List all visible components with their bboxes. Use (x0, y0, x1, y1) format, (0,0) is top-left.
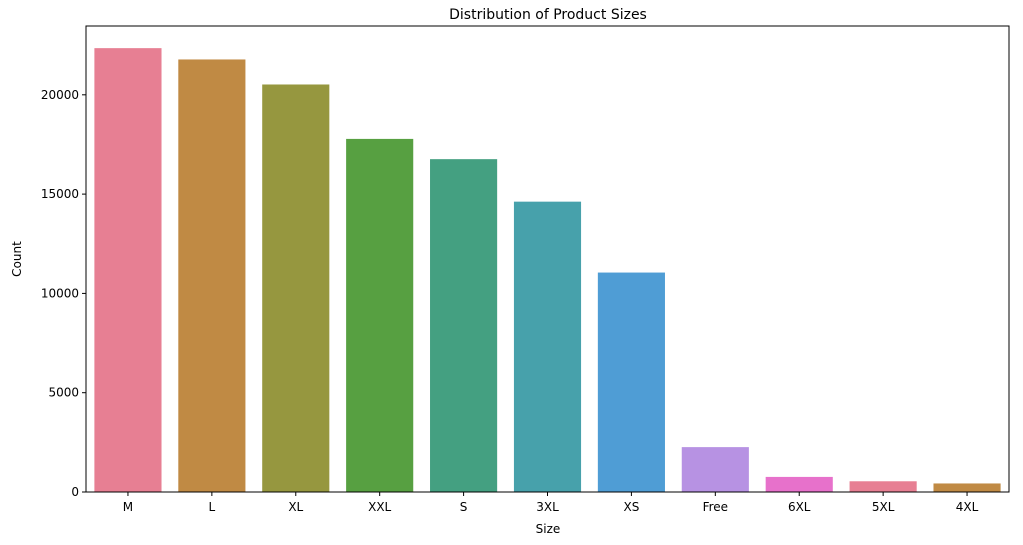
y-tick-label: 0 (71, 485, 79, 499)
bar-3xl (513, 201, 582, 493)
x-tick-label: XXL (368, 500, 391, 514)
bar-m (94, 48, 162, 493)
x-tick-label: 6XL (788, 500, 811, 514)
x-tick-label: XS (623, 500, 639, 514)
x-tick-label: XL (288, 500, 303, 514)
bar-6xl (765, 476, 833, 492)
y-tick-label: 20000 (41, 88, 79, 102)
x-axis-label: Size (536, 522, 561, 536)
y-axis-label: Count (10, 241, 24, 277)
y-tick-label: 15000 (41, 187, 79, 201)
bar-l (178, 59, 246, 492)
bars-group (94, 48, 1001, 493)
x-tick-label: Free (703, 500, 728, 514)
x-tick-label: M (123, 500, 133, 514)
bar-xs (597, 272, 665, 492)
plot-frame (85, 25, 1010, 493)
y-tick-label: 10000 (41, 286, 79, 300)
x-tick-label: S (460, 500, 468, 514)
y-ticks-group: 0 5000 10000 15000 20000 (41, 88, 86, 499)
bar-free (681, 447, 749, 492)
x-ticks-group: M L XL XXL S 3XL XS Free 6XL 5XL 4XL (123, 492, 979, 514)
x-tick-label: 3XL (536, 500, 559, 514)
bar-5xl (849, 481, 917, 492)
x-tick-label: 5XL (872, 500, 895, 514)
chart-title: Distribution of Product Sizes (449, 7, 647, 23)
x-tick-label: 4XL (956, 500, 979, 514)
bar-xxl (346, 138, 414, 492)
bar-xl (262, 84, 330, 492)
x-tick-label: L (209, 500, 216, 514)
bar-s (430, 159, 498, 492)
y-tick-label: 5000 (48, 386, 79, 400)
bar-4xl (933, 483, 1001, 492)
